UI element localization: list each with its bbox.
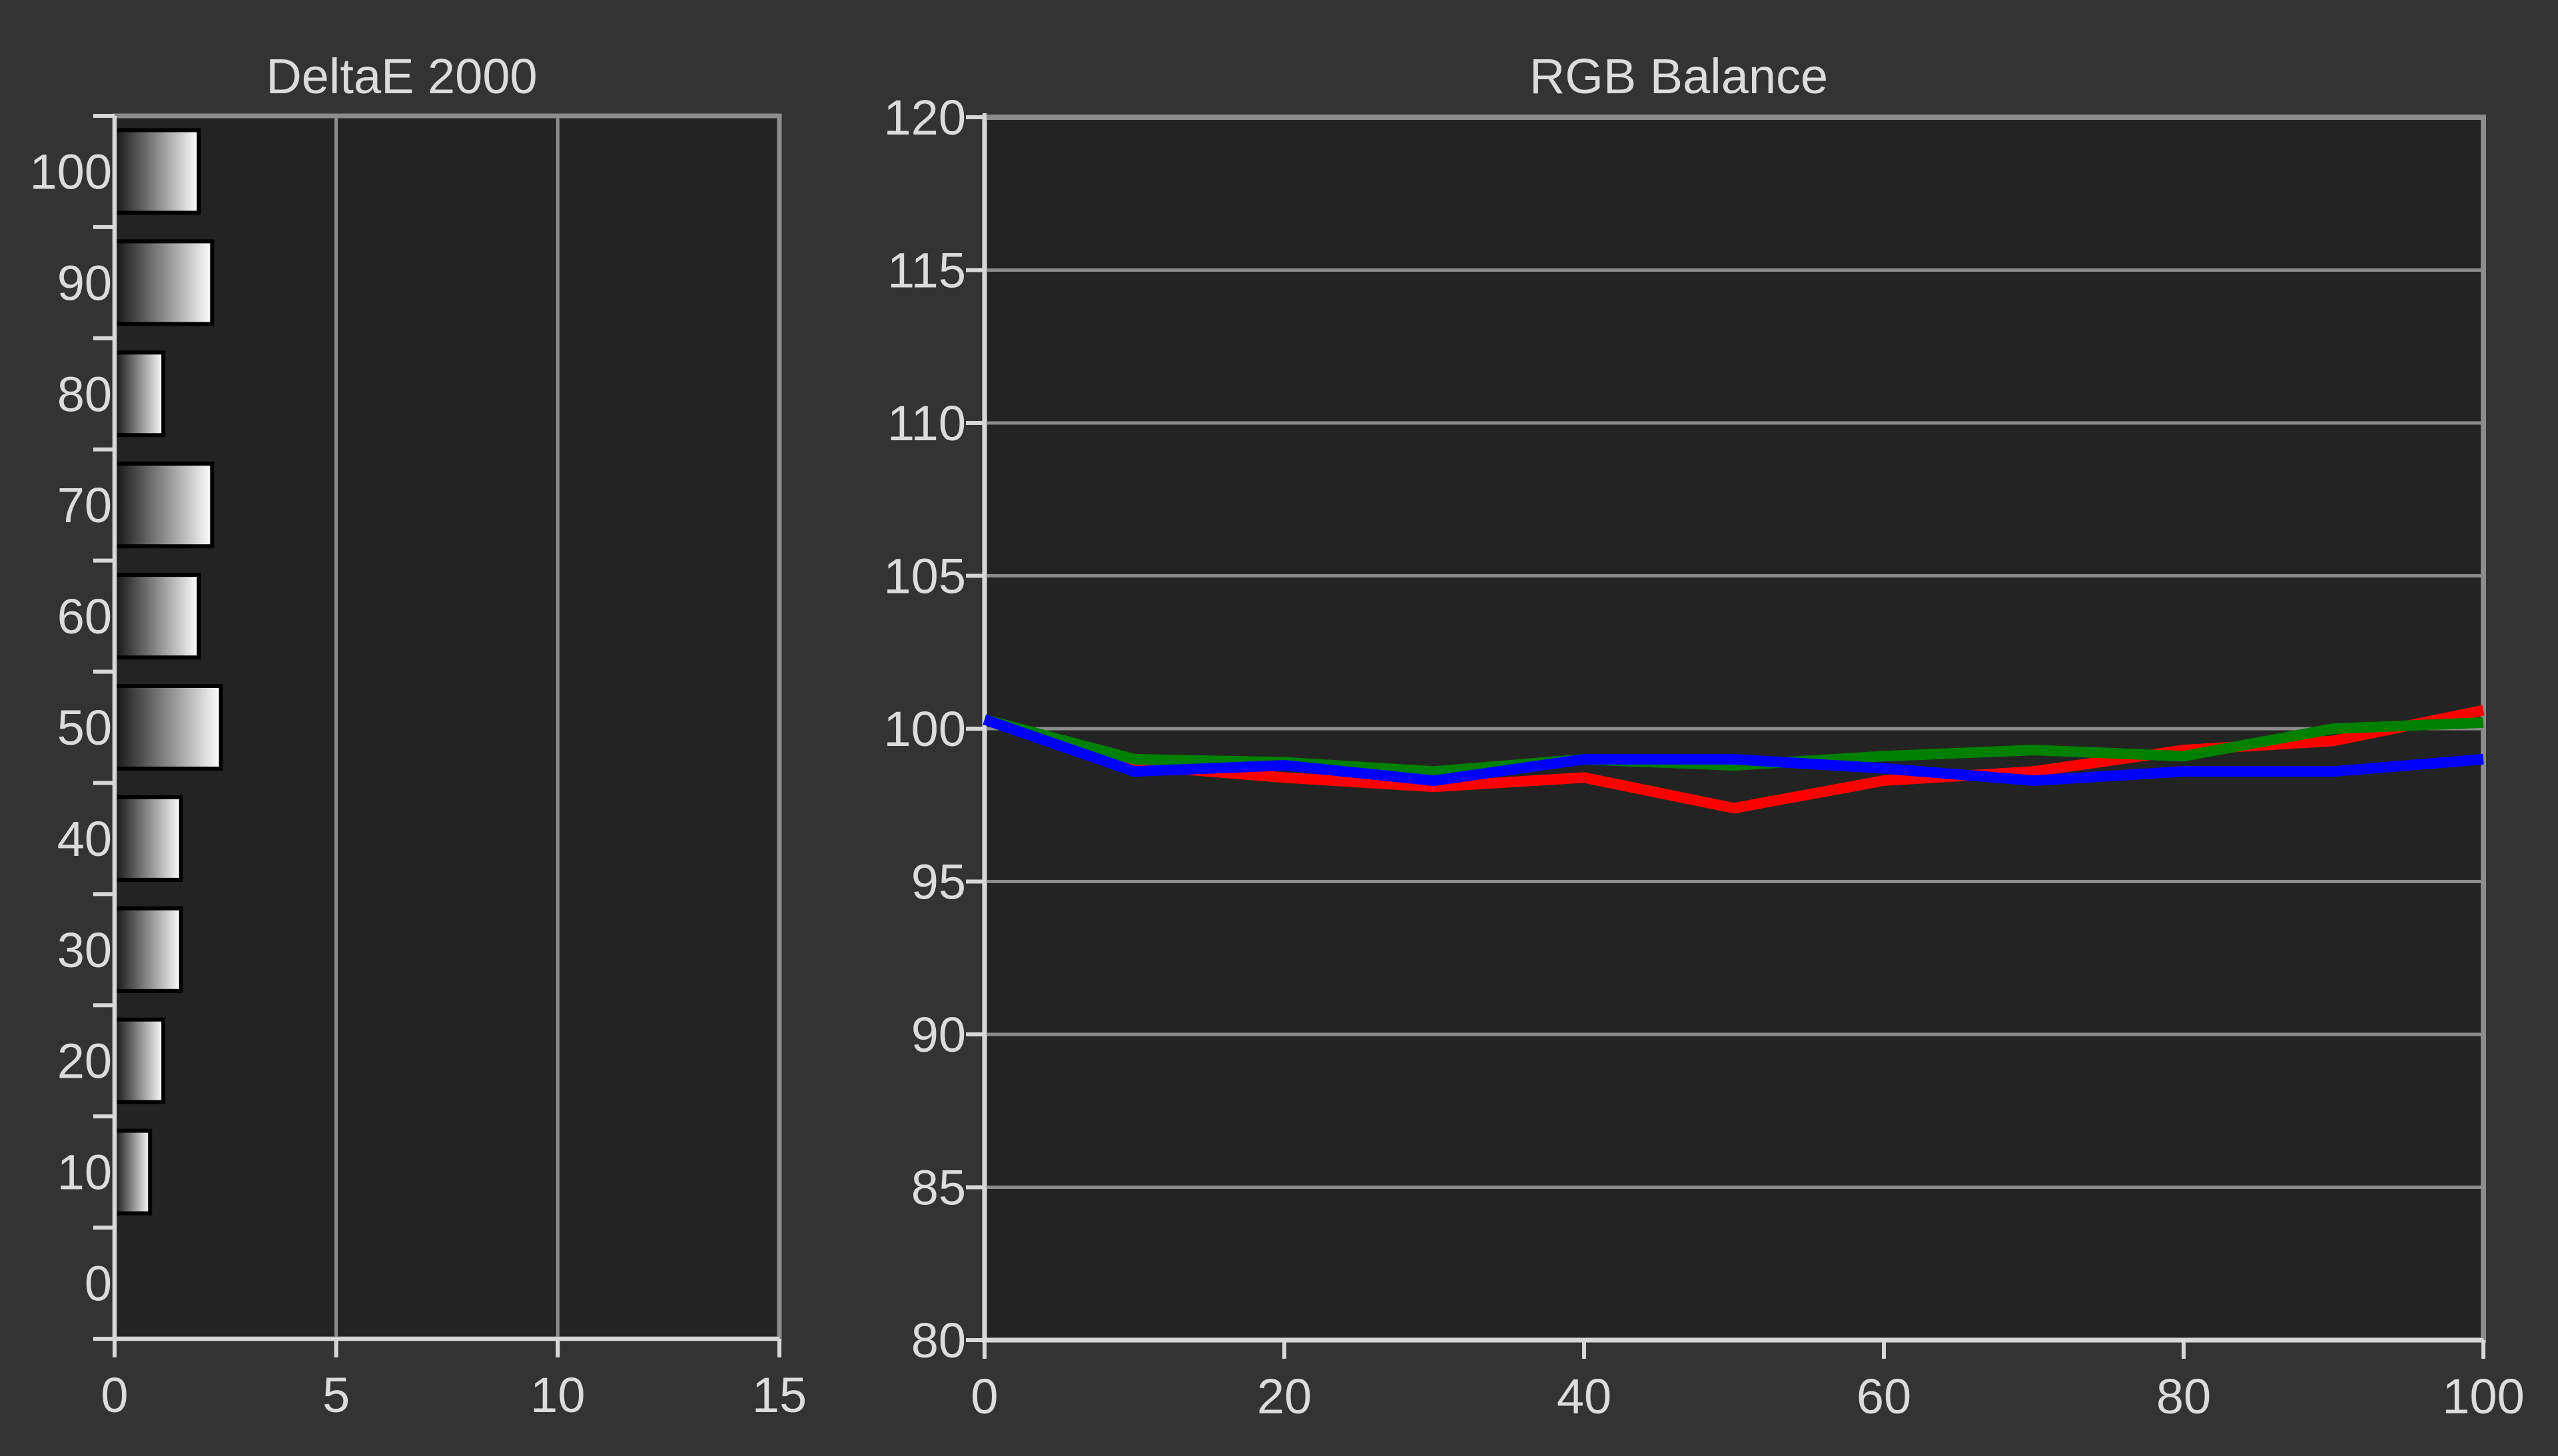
deltae-y-tick-label: 70 bbox=[57, 478, 112, 533]
rgb-x-tick-label: 20 bbox=[1257, 1369, 1312, 1424]
deltae-x-tick-label: 5 bbox=[322, 1367, 350, 1423]
rgb-gridlines bbox=[985, 268, 2483, 1189]
deltae-bar bbox=[113, 906, 183, 993]
deltae-x-ticks: 0 5 10 15 bbox=[101, 1367, 807, 1423]
deltae-y-tick-label: 100 bbox=[30, 144, 112, 199]
deltae-bar bbox=[113, 1128, 153, 1216]
deltae-axes bbox=[93, 113, 782, 1357]
blue-series-line bbox=[983, 714, 2484, 787]
rgb-axes bbox=[966, 113, 2486, 1359]
deltae-y-tick-label: 10 bbox=[57, 1145, 112, 1200]
deltae-bar bbox=[113, 128, 201, 215]
deltae-bar bbox=[113, 573, 201, 660]
deltae-y-tick-label: 60 bbox=[57, 589, 112, 644]
rgb-y-ticks: 80 85 90 95 100 105 110 115 120 bbox=[884, 90, 966, 1368]
deltae-chart-title: DeltaE 2000 bbox=[266, 49, 537, 104]
rgb-y-tick-label: 120 bbox=[884, 90, 966, 145]
deltae-bar bbox=[113, 795, 183, 882]
deltae-bar bbox=[113, 350, 166, 438]
rgb-y-tick-label: 115 bbox=[887, 243, 966, 298]
rgb-x-tick-label: 80 bbox=[2156, 1369, 2211, 1424]
deltae-bar bbox=[113, 1017, 166, 1104]
rgb-x-ticks: 0 20 40 60 80 100 bbox=[971, 1369, 2524, 1424]
rgb-y-tick-label: 100 bbox=[884, 701, 966, 757]
deltae-y-tick-label: 40 bbox=[57, 811, 112, 867]
rgb-x-tick-label: 0 bbox=[971, 1369, 998, 1424]
deltae-bar bbox=[113, 462, 214, 549]
rgb-x-tick-label: 60 bbox=[1857, 1369, 1911, 1424]
rgb-y-tick-label: 85 bbox=[911, 1160, 966, 1216]
deltae-x-tick-label: 15 bbox=[752, 1367, 807, 1423]
deltae-x-tick-label: 10 bbox=[530, 1367, 585, 1423]
rgb-balance-chart: 80 85 90 95 100 105 110 115 120 0 20 40 60 80 100 RGB… bbox=[884, 49, 2525, 1424]
deltae-y-tick-label: 50 bbox=[57, 700, 112, 755]
deltae-bars bbox=[113, 128, 223, 1216]
deltae-y-tick-label: 90 bbox=[57, 255, 112, 310]
deltae-y-tick-label: 30 bbox=[57, 922, 112, 978]
rgb-series-lines bbox=[983, 705, 2485, 814]
rgb-chart-title: RGB Balance bbox=[1529, 49, 1828, 104]
rgb-x-tick-label: 100 bbox=[2442, 1369, 2524, 1424]
deltae-y-tick-label: 0 bbox=[85, 1256, 112, 1311]
rgb-y-tick-label: 90 bbox=[911, 1007, 966, 1062]
green-series-line bbox=[983, 714, 2484, 777]
rgb-y-tick-label: 95 bbox=[911, 855, 966, 910]
deltae-y-tick-label: 20 bbox=[57, 1034, 112, 1089]
rgb-y-tick-label: 80 bbox=[911, 1313, 966, 1368]
deltae-bar bbox=[113, 684, 223, 771]
deltae-plot-area bbox=[115, 116, 779, 1339]
rgb-y-tick-label: 110 bbox=[887, 396, 966, 451]
rgb-y-tick-label: 105 bbox=[884, 549, 966, 604]
deltae-x-tick-label: 0 bbox=[101, 1367, 128, 1423]
deltae-y-tick-label: 80 bbox=[57, 366, 112, 422]
rgb-x-tick-label: 40 bbox=[1557, 1369, 1611, 1424]
deltae-bar bbox=[113, 239, 214, 326]
